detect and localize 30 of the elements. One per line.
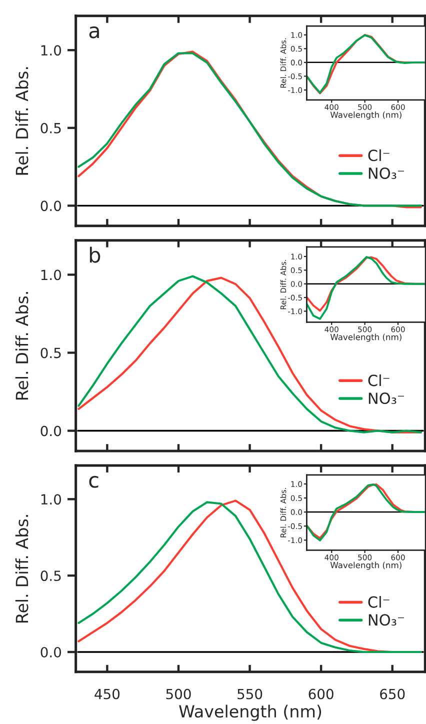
y-tick-label: 0.0 xyxy=(40,200,62,212)
annotation: b xyxy=(90,246,100,263)
y-axis-title: Rel. Diff. Abs. xyxy=(15,292,28,400)
legend-label: NO₃⁻ xyxy=(368,392,404,404)
x-axis-title: Wavelength (nm) xyxy=(179,704,322,721)
y-tick-label: 0.5 xyxy=(40,570,61,582)
x-axis-title: Wavelength (nm) xyxy=(330,111,402,120)
y-axis-title: Rel. Diff. Abs. xyxy=(15,515,28,622)
legend-label: Cl⁻ xyxy=(368,374,390,386)
y-tick-label: 0.0 xyxy=(40,426,62,436)
y-tick-label: 1.0 xyxy=(41,494,62,505)
x-tick-label: 450 xyxy=(94,688,120,700)
x-tick-label: 650 xyxy=(380,688,405,700)
annotation: a xyxy=(89,26,99,38)
x-tick-label: 600 xyxy=(308,688,334,700)
x-tick-label: 550 xyxy=(238,688,262,700)
y-axis-title: Rel. Diff. Abs. xyxy=(15,67,28,175)
y-tick-label: 0.5 xyxy=(40,122,61,134)
legend-label: Cl⁻ xyxy=(368,596,390,608)
x-axis-title: Wavelength (nm) xyxy=(330,562,402,570)
y-tick-label: 0.0 xyxy=(40,646,62,658)
legend-label: Cl⁻ xyxy=(368,149,390,162)
annotation: c xyxy=(89,476,98,488)
legend-label: NO₃⁻ xyxy=(368,614,404,626)
y-tick-label: 0.5 xyxy=(40,348,61,358)
x-axis-title: Wavelength (nm) xyxy=(330,334,402,342)
y-tick-label: 1.0 xyxy=(41,270,62,280)
x-tick-label: 500 xyxy=(166,688,191,700)
legend-label: NO₃⁻ xyxy=(368,167,404,180)
y-tick-label: 1.0 xyxy=(41,45,62,56)
